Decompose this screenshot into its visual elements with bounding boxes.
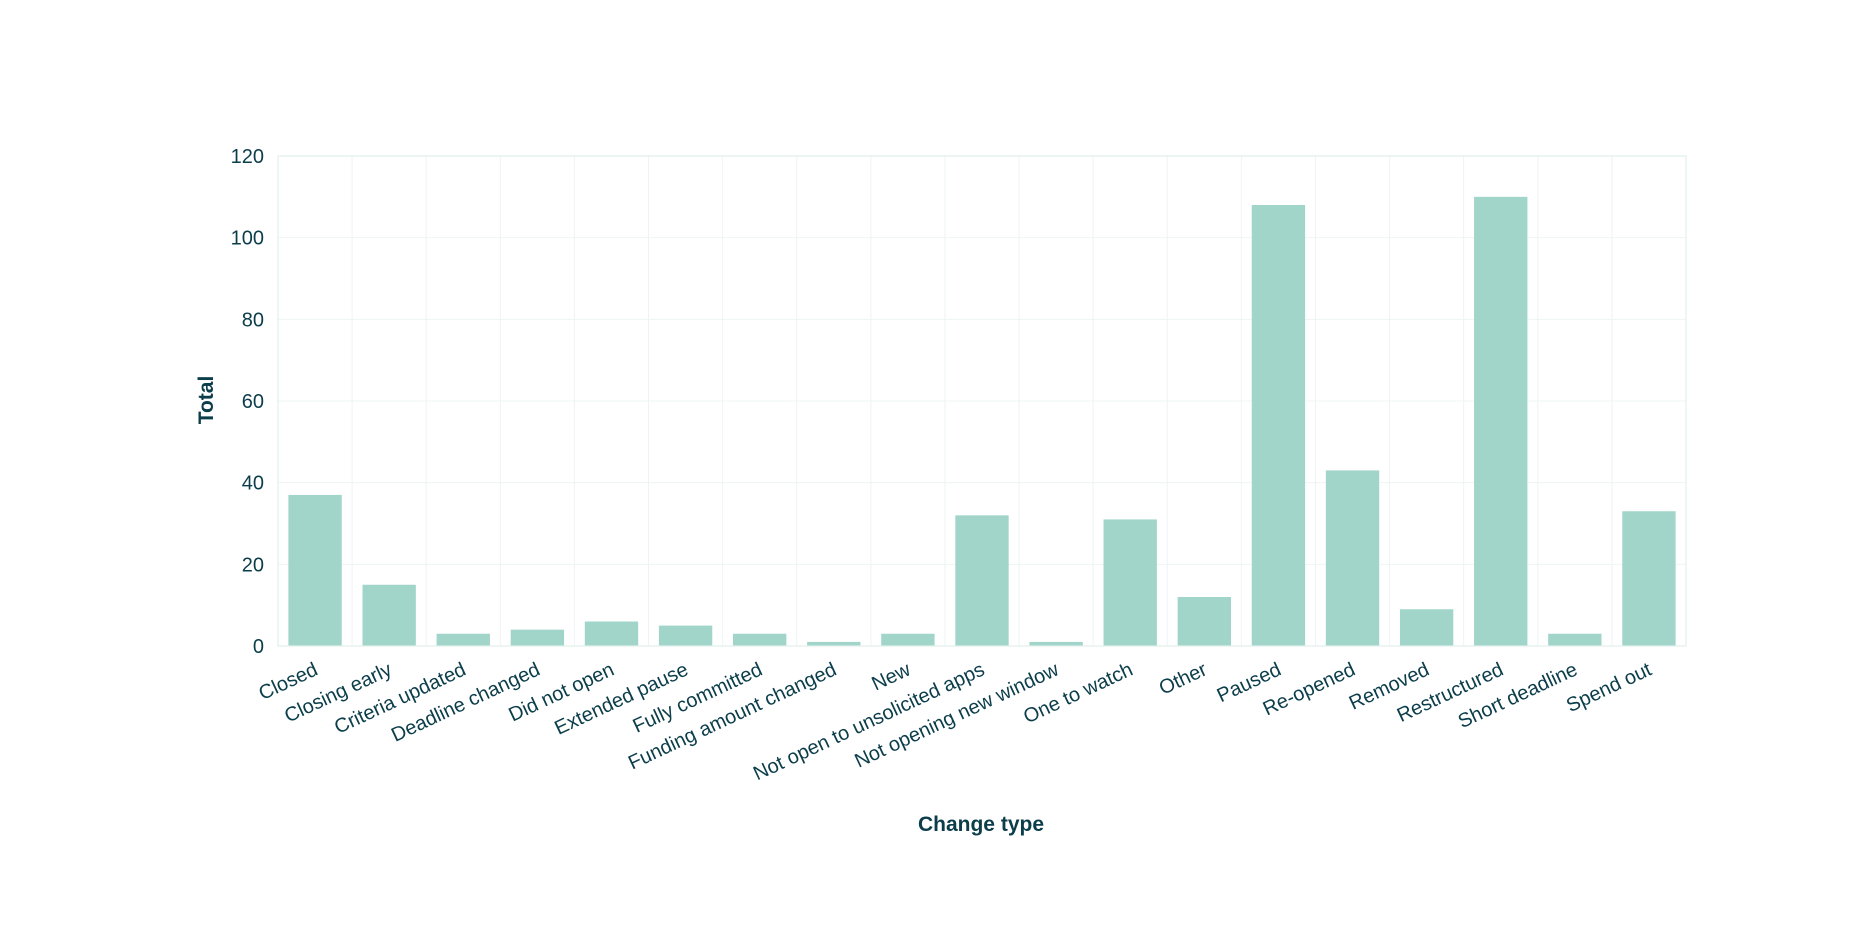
bar-spend-out[interactable] bbox=[1622, 511, 1676, 646]
x-axis-title: Change type bbox=[918, 813, 1044, 836]
plot-area-border bbox=[277, 155, 1687, 647]
x-tick-label: Spend out bbox=[1563, 658, 1655, 717]
bar-criteria-updated[interactable] bbox=[436, 633, 490, 646]
y-tick-label: 100 bbox=[231, 228, 264, 250]
bar-not-opening-new-window[interactable] bbox=[1029, 641, 1083, 646]
x-tick-label: New bbox=[868, 658, 914, 695]
y-tick-label: 80 bbox=[242, 309, 264, 331]
y-axis-title: Total bbox=[195, 376, 218, 425]
y-tick-label: 20 bbox=[242, 554, 264, 576]
bar-paused[interactable] bbox=[1251, 205, 1306, 646]
bar-restructured[interactable] bbox=[1474, 196, 1528, 647]
bar-extended-pause[interactable] bbox=[658, 625, 713, 646]
y-tick-label: 120 bbox=[231, 146, 264, 168]
y-tick-label: 40 bbox=[242, 473, 264, 495]
bar-not-open-to-unsolicited-apps[interactable] bbox=[955, 515, 1009, 646]
grid-lines bbox=[278, 155, 1686, 647]
x-tick-label: Other bbox=[1156, 658, 1211, 699]
bar-new[interactable] bbox=[881, 633, 935, 646]
y-tick-label: 60 bbox=[242, 391, 264, 413]
bar-deadline-changed[interactable] bbox=[510, 629, 565, 646]
y-tick-label: 0 bbox=[253, 636, 264, 658]
bar-did-not-open[interactable] bbox=[584, 621, 639, 647]
bar-funding-amount-changed[interactable] bbox=[807, 641, 861, 646]
bar-short-deadline[interactable] bbox=[1548, 633, 1602, 646]
y-axis-ticks: 0 20 40 60 80 100 120 bbox=[231, 146, 264, 658]
bar-other[interactable] bbox=[1177, 597, 1231, 646]
bar-one-to-watch[interactable] bbox=[1103, 519, 1157, 646]
bar-re-opened[interactable] bbox=[1325, 470, 1380, 646]
bar-fully-committed[interactable] bbox=[733, 633, 787, 646]
bar-closed[interactable] bbox=[288, 494, 342, 646]
bar-closing-early[interactable] bbox=[362, 584, 416, 646]
bars bbox=[288, 196, 1676, 647]
bar-removed[interactable] bbox=[1399, 609, 1454, 646]
